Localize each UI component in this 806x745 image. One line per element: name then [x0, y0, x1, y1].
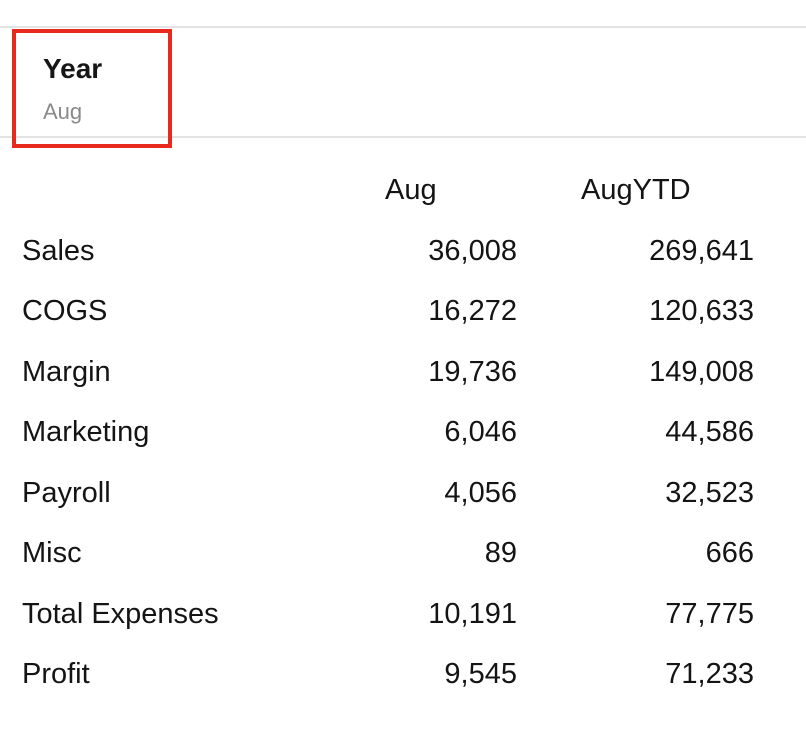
row-label: COGS — [22, 295, 108, 327]
table-row: Misc 89 666 — [0, 523, 806, 584]
cell-value[interactable]: 6,046 — [444, 416, 517, 448]
row-label: Sales — [22, 234, 95, 267]
row-label: Payroll — [22, 476, 111, 509]
cell-value[interactable]: 77,775 — [665, 597, 754, 630]
pov-selected-member: Aug — [43, 99, 83, 124]
column-header-augytd: AugYTD — [581, 174, 691, 206]
cell-value[interactable]: 120,633 — [649, 295, 754, 327]
cell-value[interactable]: 32,523 — [665, 476, 754, 509]
row-label: Marketing — [22, 416, 150, 448]
cell-value[interactable]: 36,008 — [428, 234, 517, 267]
table-row: Payroll 4,056 32,523 — [0, 463, 806, 524]
row-label: Misc — [22, 537, 82, 569]
cell-value[interactable]: 4,056 — [444, 476, 517, 509]
cell-value[interactable]: 16,272 — [428, 295, 517, 327]
table-row: Profit 9,545 71,233 — [0, 644, 806, 705]
cell-value[interactable]: 71,233 — [665, 658, 754, 690]
cell-value[interactable]: 149,008 — [649, 355, 754, 388]
cell-value[interactable]: 89 — [484, 537, 517, 569]
cell-value[interactable]: 44,586 — [665, 416, 754, 448]
pov-bar: Year Aug — [0, 26, 806, 148]
row-label: Profit — [22, 658, 90, 690]
table-row: Total Expenses 10,191 77,775 — [0, 584, 806, 645]
table-row: COGS 16,272 120,633 — [0, 281, 806, 342]
cell-value[interactable]: 269,641 — [649, 234, 754, 267]
pov-year-selector[interactable]: Year Aug — [12, 29, 172, 148]
table-row: Sales 36,008 269,641 — [0, 221, 806, 282]
row-label: Margin — [22, 355, 111, 388]
column-header-row: Aug AugYTD — [0, 160, 806, 221]
table-row: Margin 19,736 149,008 — [0, 342, 806, 403]
pov-dimension-name: Year — [43, 53, 103, 84]
cell-value[interactable]: 10,191 — [428, 597, 517, 630]
cell-value[interactable]: 19,736 — [428, 355, 517, 388]
data-grid: Aug AugYTD Sales 36,008 269,641 COGS 16,… — [0, 160, 806, 705]
column-header-aug: Aug — [385, 174, 437, 206]
cell-value[interactable]: 666 — [705, 537, 754, 569]
cell-value[interactable]: 9,545 — [444, 658, 517, 690]
table-row: Marketing 6,046 44,586 — [0, 402, 806, 463]
row-label: Total Expenses — [22, 597, 219, 630]
